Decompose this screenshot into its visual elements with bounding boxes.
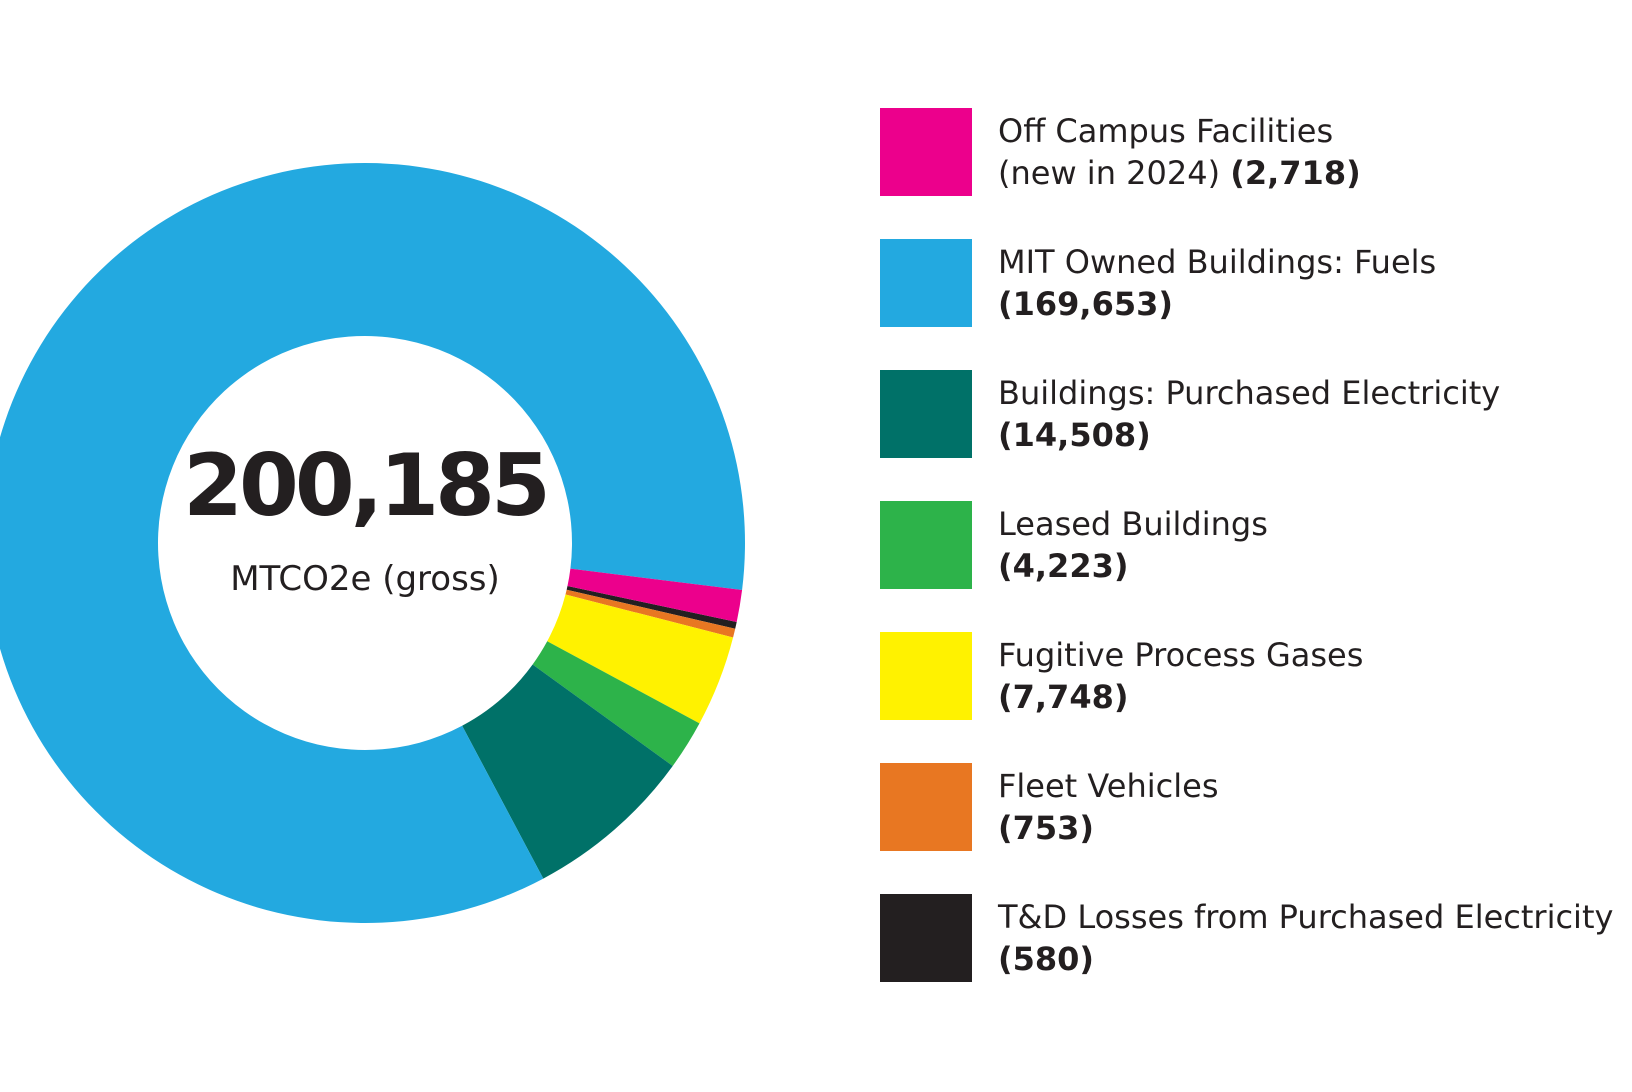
legend-name-off-campus-facilities: Off Campus Facilities <box>998 112 1334 150</box>
legend-name-fleet-vehicles: Fleet Vehicles <box>998 767 1219 805</box>
legend-value-off-campus-facilities: (2,718) <box>1230 154 1361 192</box>
legend-label-mit-owned-buildings-fuels: MIT Owned Buildings: Fuels (169,653) <box>998 241 1436 325</box>
legend-swatch-mit-owned-buildings-fuels <box>880 239 972 327</box>
total-emissions-value: 200,185 <box>183 436 547 536</box>
slice-fugitive-process-gases <box>547 594 734 724</box>
slice-leased-buildings <box>532 641 700 766</box>
legend-name-fugitive-process-gases: Fugitive Process Gases <box>998 636 1364 674</box>
donut-slices <box>0 163 745 923</box>
chart-legend: Off Campus Facilities (new in 2024) (2,7… <box>880 108 1632 1025</box>
legend-swatch-td-losses <box>880 894 972 982</box>
legend-item-fugitive-process-gases: Fugitive Process Gases (7,748) <box>880 632 1632 763</box>
legend-swatch-off-campus-facilities <box>880 108 972 196</box>
legend-name-leased-buildings: Leased Buildings <box>998 505 1268 543</box>
legend-item-leased-buildings: Leased Buildings (4,223) <box>880 501 1632 632</box>
legend-value-fugitive-process-gases: (7,748) <box>998 678 1129 716</box>
legend-label-off-campus-facilities: Off Campus Facilities (new in 2024) (2,7… <box>998 110 1361 194</box>
legend-label-buildings-purchased-electricity: Buildings: Purchased Electricity (14,508… <box>998 372 1500 456</box>
legend-item-off-campus-facilities: Off Campus Facilities (new in 2024) (2,7… <box>880 108 1632 239</box>
slice-td-losses-from-purchased-electricity <box>566 586 737 629</box>
legend-swatch-fugitive-process-gases <box>880 632 972 720</box>
legend-value-mit-owned-buildings-fuels: (169,653) <box>998 285 1173 323</box>
legend-item-mit-owned-buildings-fuels: MIT Owned Buildings: Fuels (169,653) <box>880 239 1632 370</box>
total-emissions-unit: MTCO2e (gross) <box>230 559 500 599</box>
slice-mit-owned-buildings-fuels <box>0 163 745 923</box>
legend-name-mit-owned-buildings-fuels: MIT Owned Buildings: Fuels <box>998 243 1437 281</box>
slice-off-campus-facilities <box>567 568 743 623</box>
legend-label-leased-buildings: Leased Buildings (4,223) <box>998 503 1268 587</box>
legend-swatch-fleet-vehicles <box>880 763 972 851</box>
legend-name-buildings-purchased-electricity: Buildings: Purchased Electricity <box>998 374 1501 412</box>
legend-label-fugitive-process-gases: Fugitive Process Gases (7,748) <box>998 634 1363 718</box>
donut-chart: 200,185 MTCO2e (gross) <box>0 163 745 923</box>
legend-item-fleet-vehicles: Fleet Vehicles (753) <box>880 763 1632 894</box>
legend-label-td-losses: T&D Losses from Purchased Electricity (5… <box>998 896 1613 980</box>
legend-note-off-campus-facilities: (new in 2024) <box>998 154 1221 192</box>
legend-swatch-buildings-purchased-electricity <box>880 370 972 458</box>
legend-name-td-losses: T&D Losses from Purchased Electricity <box>998 898 1614 936</box>
legend-item-buildings-purchased-electricity: Buildings: Purchased Electricity (14,508… <box>880 370 1632 501</box>
slice-fleet-vehicles <box>565 589 736 638</box>
legend-item-td-losses: T&D Losses from Purchased Electricity (5… <box>880 894 1632 1025</box>
legend-value-leased-buildings: (4,223) <box>998 547 1129 585</box>
legend-value-buildings-purchased-electricity: (14,508) <box>998 416 1151 454</box>
legend-swatch-leased-buildings <box>880 501 972 589</box>
legend-value-td-losses: (580) <box>998 940 1095 978</box>
slice-buildings-purchased-electricity <box>462 664 673 879</box>
legend-value-fleet-vehicles: (753) <box>998 809 1095 847</box>
legend-label-fleet-vehicles: Fleet Vehicles (753) <box>998 765 1219 849</box>
